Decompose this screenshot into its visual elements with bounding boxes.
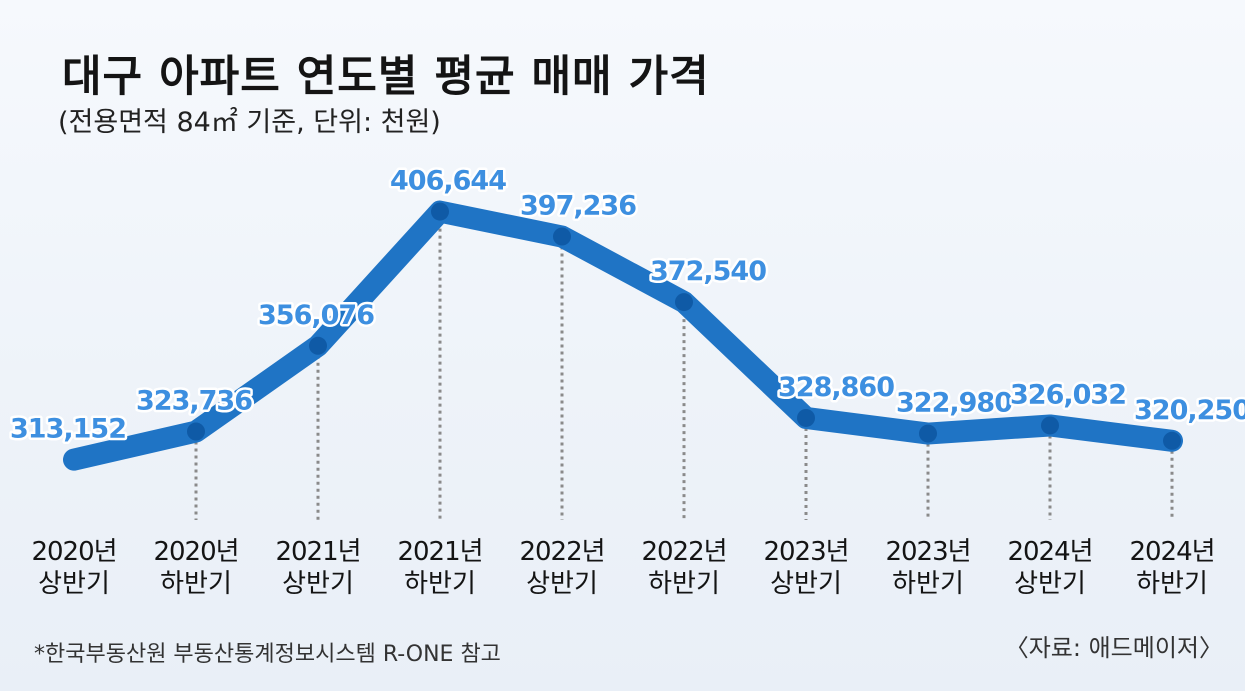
x-tick-label-half: 하반기 — [1136, 569, 1208, 599]
x-tick-label-half: 상반기 — [770, 569, 842, 599]
x-tick-label-half: 하반기 — [892, 569, 964, 599]
data-label: 397,236 — [520, 191, 636, 222]
series-line — [63, 200, 1183, 471]
data-point — [1041, 416, 1059, 435]
x-tick-label-year: 2023년 — [885, 537, 970, 567]
data-point — [1163, 431, 1181, 450]
x-tick-label-year: 2024년 — [1129, 537, 1214, 567]
chart-subtitle: (전용면적 84㎡ 기준, 단위: 천원) — [58, 107, 441, 138]
footnote: *한국부동산원 부동산통계정보시스템 R-ONE 참고 — [34, 642, 501, 667]
data-point — [797, 408, 815, 427]
x-tick-label-half: 하반기 — [648, 569, 720, 599]
data-point — [431, 202, 449, 221]
x-tick-label-year: 2020년 — [31, 537, 116, 567]
data-labels: 313,152 323,736 356,076 406,644 397,236 372,5… — [8, 163, 1245, 447]
drop-lines — [194, 221, 1174, 520]
data-point — [309, 336, 327, 355]
data-label: 313,152 — [10, 414, 126, 445]
x-tick-label-half: 상반기 — [282, 569, 354, 599]
data-point — [675, 293, 693, 312]
data-point — [553, 227, 571, 246]
x-tick-label-year: 2021년 — [397, 537, 482, 567]
x-tick-label-half: 하반기 — [160, 569, 232, 599]
data-markers — [187, 202, 1181, 450]
data-label: 356,076 — [258, 300, 374, 331]
data-point — [187, 422, 205, 441]
data-label: 323,736 — [136, 386, 252, 417]
data-label: 406,644 — [390, 166, 506, 197]
x-tick-label-half: 상반기 — [38, 569, 110, 599]
source-credit: 〈자료: 애드메이저〉 — [1004, 634, 1223, 662]
x-tick-label-year: 2022년 — [519, 537, 604, 567]
data-label: 322,980 — [896, 388, 1012, 419]
x-tick-label-year: 2021년 — [275, 537, 360, 567]
x-tick-label-half: 상반기 — [526, 569, 598, 599]
data-point — [919, 424, 937, 443]
x-axis-tick-labels: 2020년상반기2020년하반기2021년상반기2021년하반기2022년상반기… — [31, 537, 1215, 599]
x-tick-label-half: 하반기 — [404, 569, 476, 599]
chart-title: 대구 아파트 연도별 평균 매매 가격 — [62, 52, 710, 102]
data-label: 320,250 — [1134, 395, 1245, 426]
x-tick-label-year: 2022년 — [641, 537, 726, 567]
series-line-group — [63, 200, 1183, 471]
x-tick-label-year: 2023년 — [763, 537, 848, 567]
data-label: 326,032 — [1010, 379, 1126, 410]
data-label: 328,860 — [778, 372, 894, 403]
x-tick-label-year: 2024년 — [1007, 537, 1092, 567]
data-label: 372,540 — [650, 256, 766, 287]
x-tick-label-year: 2020년 — [153, 537, 238, 567]
x-tick-label-half: 상반기 — [1014, 569, 1086, 599]
